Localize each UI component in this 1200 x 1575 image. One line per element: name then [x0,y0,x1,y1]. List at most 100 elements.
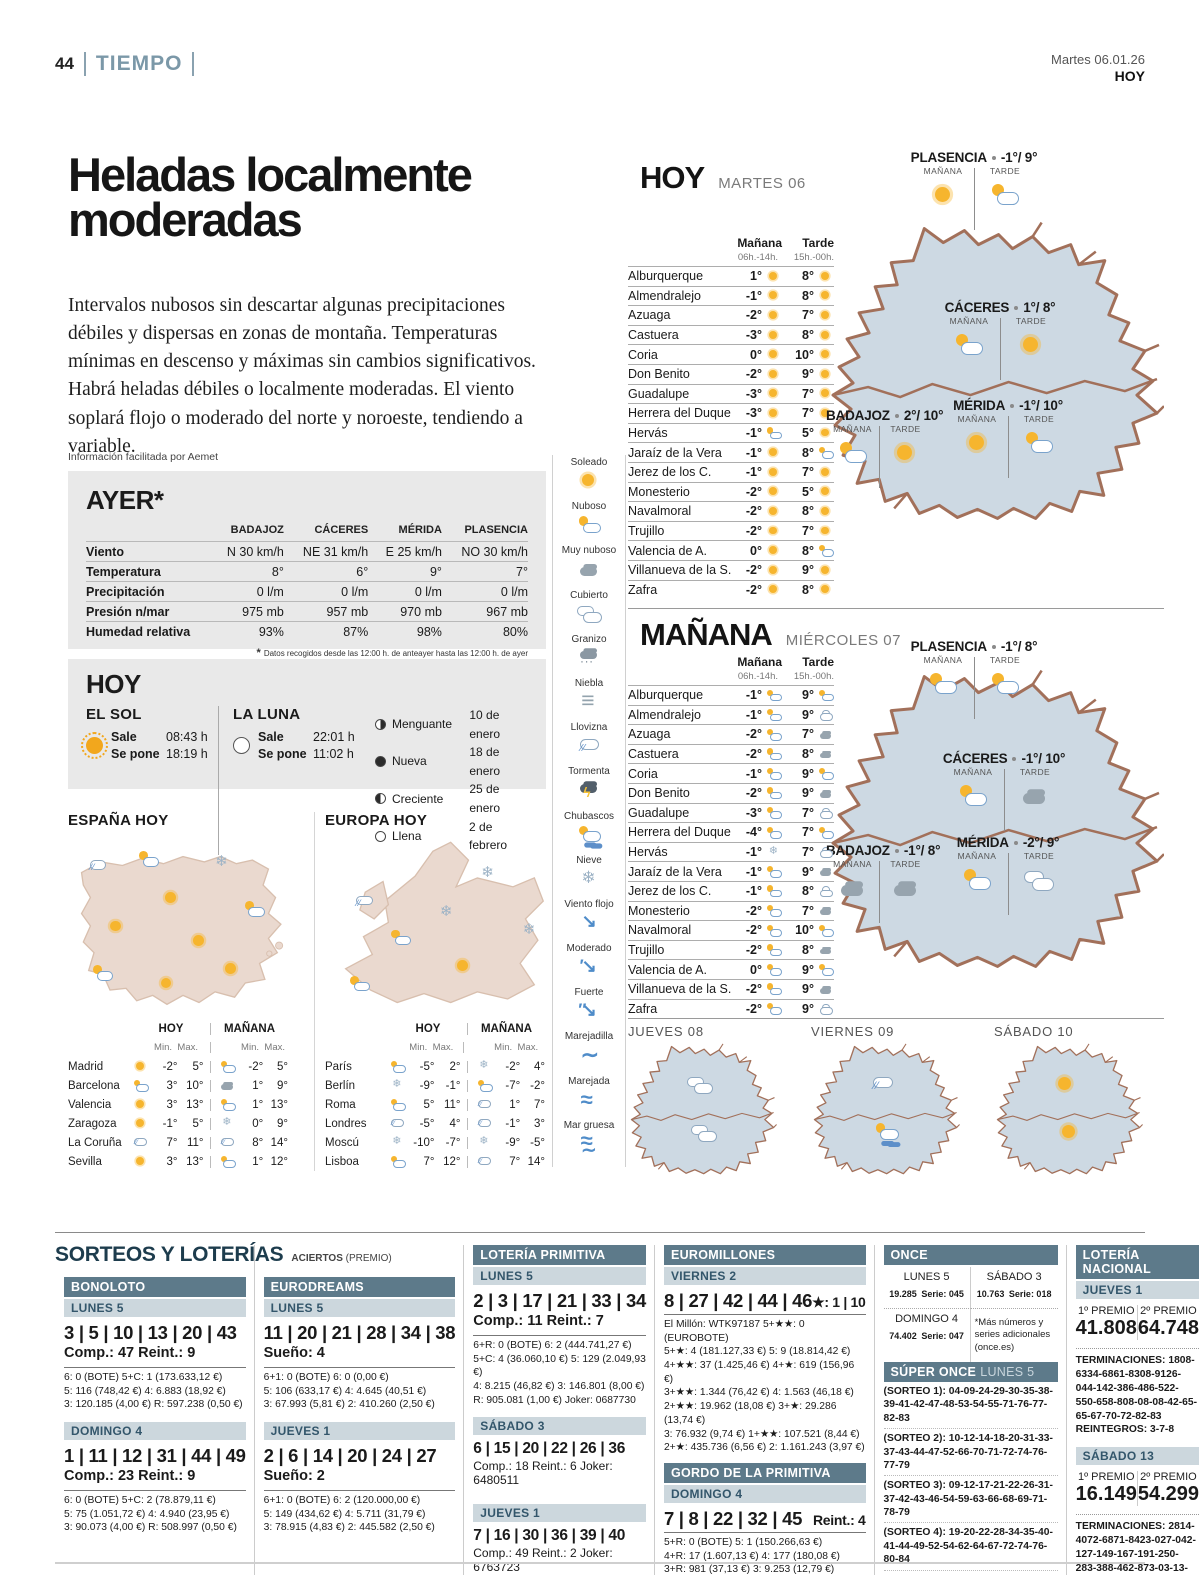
day-forecast: SÁBADO 10 [994,1024,1164,1175]
eurodreams-column: EURODREAMS LUNES 5 11 | 20 | 21 | 28 | 3… [253,1245,464,1575]
temp-max: 14° [527,1155,545,1168]
town-name: Guadalupe [628,805,690,820]
day-forecast: VIERNES 09 [811,1024,981,1175]
legend-item: Marejada [553,1076,625,1120]
primitiva-column: LOTERÍA PRIMITIVA LUNES 5 2 | 3 | 17 | 2… [463,1245,654,1575]
ayer-row: Humedad relativa 93% 87% 98% 80% [86,621,528,641]
wind3-icon [576,1000,602,1020]
town-forecast-row: Villanueva de la S. -2° 9° [628,559,834,580]
once-result: SÁBADO 3 10.763 Serie: 018 [970,1267,1058,1309]
ayer-value: N 30 km/h [209,541,284,562]
espana-table: HOY MAÑANA Min. Max. Min. Max. Madrid -2° … [68,1019,302,1171]
draw-day: SÁBADO 13 [1075,1447,1200,1466]
snow-icon [219,1117,236,1130]
city-weather-row: Roma 5° 11° 1° 7° [325,1095,548,1114]
legend-label: Soleado [570,457,608,468]
town-name: Villanueva de la S. [628,982,732,997]
cloud-icon [576,560,602,578]
partly-icon [766,748,783,760]
phase-label: Menguante [392,717,453,732]
partly-icon [766,807,783,819]
city-name: Roma [325,1098,356,1111]
afternoon-temp: 7° [802,845,814,860]
lottery-title: SORTEOS Y LOTERÍAS [55,1243,284,1266]
town-forecast-row: Castuera -3° 8° [628,324,834,345]
temp-max: 13° [270,1098,288,1111]
hoy-box-title: HOY [86,669,141,699]
temp-max: 7° [534,1098,545,1111]
town-forecast-row: Guadalupe -3° 7° [628,383,834,404]
afternoon-temp: 9° [802,962,814,977]
city-weather-row: Madrid -2° 5° -2° 5° [68,1057,302,1076]
town-name: Zafra [628,582,658,597]
lottery-draw: DOMINGO 4 1 | 11 | 12 | 31 | 44 | 49 Com… [64,1422,246,1543]
cloud-icon [818,729,835,741]
town-forecast-row: Jerez de los C. -1° 7° [628,461,834,482]
town-name: Jerez de los C. [628,884,712,899]
morning-temp: -1° [745,465,762,480]
ayer-value: 93% [209,621,284,641]
shower-icon [476,1099,493,1111]
sun-icon [132,1118,149,1130]
partly-cloudy-icon [91,965,114,981]
shower-icon [476,1118,493,1130]
temp-min: 0° [252,1117,264,1130]
draw-day: JUEVES 1 [473,1504,646,1523]
partly-icon [766,885,783,897]
llovizna-icon [576,737,602,755]
legend-item: Nieve [553,855,625,899]
city-weather-row: Lisboa 7° 12° 7° 14° [325,1152,548,1171]
morning-temp: -2° [745,524,762,539]
draw-extra: Reint.: 4 [813,1511,866,1528]
moon-phase-row: Creciente 25 de enero [375,780,528,817]
winning-number: 10.763 [976,1289,1005,1299]
prize-line: 3: 78.915 (4,83 €) 2: 445.582 (2,50 €) [263,1522,435,1534]
town-forecast-row: Alburquerque 1° 8° [628,266,834,286]
ayer-value: 0 l/m [441,581,528,602]
town-forecast-row: Valencia de A. 0° 9° [628,959,834,979]
city-marker-dot [894,414,899,419]
sun-icon [818,271,835,283]
cloud-outline-icon [818,885,835,897]
morning-temp: -1° [745,884,762,899]
morning-temp: -3° [745,328,762,343]
moon-phase-row: Nueva 18 de enero [375,743,528,780]
map-city-forecast: PLASENCIA -1°/ 8° MAÑANA TARDE [890,639,1058,720]
legend-item: Chubascos [553,811,625,855]
town-name: Trujillo [628,524,665,539]
lottery-draw: LUNES 5 2 | 3 | 17 | 21 | 33 | 34 Comp.:… [473,1267,646,1415]
afternoon-temp: 7° [802,524,814,539]
town-name: Monesterio [628,484,690,499]
afternoon-temp: 9° [802,786,814,801]
morning-temp: 0° [750,347,762,362]
city-name: Lisboa [325,1155,359,1168]
draw-day: DOMINGO 4 [895,1313,959,1325]
wave2-icon [576,1087,602,1113]
phase-label: Creciente [392,791,444,806]
cloud-icon [818,944,835,956]
ayer-col-header: MÉRIDA [398,524,442,536]
draw-day: SÁBADO 3 [473,1417,646,1436]
city-name: Moscú [325,1136,359,1149]
temp-min: -2° [162,1060,178,1073]
town-forecast-row: Almendralejo -1° 9° [628,704,834,725]
draw-day: LUNES 5 [64,1299,246,1317]
sun-icon [766,466,783,478]
serie: Serie: 047 [921,1331,964,1341]
afternoon-temp: 7° [802,465,814,480]
nacional-column: LOTERÍA NACIONAL JUEVES 1 1º PREMIO 41.8… [1065,1245,1200,1575]
afternoon-temp: 7° [802,406,814,421]
draw-day: DOMINGO 4 [64,1422,246,1441]
legend-label: Chubascos [563,810,615,822]
legend-item: Viento flojo [553,899,625,943]
ayer-row-label: Humedad relativa [86,621,210,641]
draw-day: VIERNES 2 [663,1267,866,1285]
europa-block: EUROPA HOY HOY MAÑANA Min.Max. Min.Max. [314,812,548,1171]
city-weather-row: Zaragoza -1° 5° 0° 9° [68,1114,302,1133]
morning-temp: -2° [745,943,762,958]
town-forecast-row: Monesterio -2° 7° [628,900,834,921]
partly-icon [766,709,783,721]
shower-icon [353,894,376,910]
morning-temp: -1° [745,864,762,879]
afternoon-temp: 9° [802,1001,814,1016]
